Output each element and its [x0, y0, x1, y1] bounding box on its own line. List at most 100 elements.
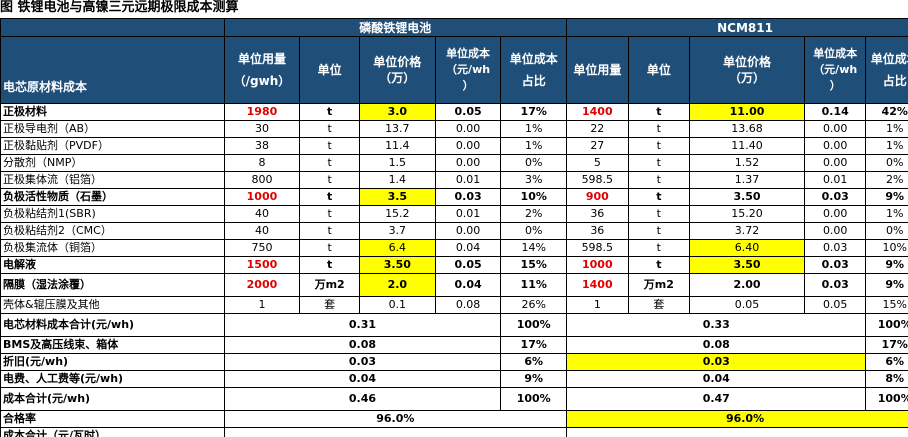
- lfp-unit: t: [299, 137, 360, 155]
- header-unit-usage: 单位用量 （/gwh）: [223, 36, 301, 104]
- ncm-price: 13.68: [689, 120, 805, 138]
- partial-lfp: [223, 427, 568, 437]
- ncm-summary-share: 100%: [865, 313, 908, 337]
- summary-name: 折旧(元/wh): [0, 353, 225, 371]
- lfp-usage: 750: [223, 239, 301, 257]
- ncm-price: 3.50: [689, 188, 805, 206]
- lfp-unit: t: [299, 256, 360, 274]
- lfp-usage: 8: [223, 154, 301, 172]
- row-name: 壳体&辊压膜及其他: [0, 296, 225, 314]
- lfp-unit: t: [299, 205, 360, 223]
- lfp-unit: t: [299, 222, 360, 240]
- row-name: 电解液: [0, 256, 225, 274]
- ncm-unit: t: [627, 256, 691, 274]
- lfp-usage: 38: [223, 137, 301, 155]
- ncm-price: 3.50: [689, 256, 805, 274]
- row-name: 正极黏贴剂（PVDF）: [0, 137, 225, 155]
- ncm-summary-value: 0.33: [566, 313, 867, 337]
- ncm-unit: t: [627, 120, 691, 138]
- header-cost-share: 单位成本 占比: [500, 36, 568, 104]
- ncm-summary-share: 17%: [865, 336, 908, 354]
- ncm-share: 1%: [865, 120, 908, 138]
- summary-row: 折旧(元/wh) 0.03 6% 0.03 6%: [0, 353, 908, 371]
- lfp-price: 15.2: [358, 205, 436, 223]
- ncm-share: 42%: [865, 103, 908, 121]
- header-unit: 单位: [299, 36, 360, 104]
- ncm-cost: 0.00: [803, 222, 867, 240]
- table-row: 正极黏贴剂（PVDF） 38 t 11.4 0.00 1% 27 t 11.40 0.00 1%: [0, 137, 908, 155]
- row-name: 分散剂（NMP）: [0, 154, 225, 172]
- ncm-share: 0%: [865, 222, 908, 240]
- lfp-summary-share: 9%: [500, 370, 568, 388]
- partial-row: 成本合计（元/瓦时）: [0, 427, 908, 437]
- lfp-summary-share: 100%: [500, 313, 568, 337]
- ncm-usage: 598.5: [566, 239, 629, 257]
- ncm-cost: 0.14: [803, 103, 867, 121]
- lfp-price: 1.4: [358, 171, 436, 189]
- summary-name: 电费、人工费等(元/wh): [0, 370, 225, 388]
- ncm-share: 9%: [865, 188, 908, 206]
- ncm-summary-share: 8%: [865, 370, 908, 388]
- ncm-share: 9%: [865, 273, 908, 297]
- lfp-price: 11.4: [358, 137, 436, 155]
- table-row: 隔膜（湿法涂覆） 2000 万m2 2.0 0.04 11% 1400 万m2 2.00 0.03…: [0, 273, 908, 297]
- lfp-share: 1%: [500, 120, 568, 138]
- header-unit-price: 单位价格 （万）: [358, 36, 436, 104]
- lfp-cost: 0.04: [434, 239, 502, 257]
- ncm-share: 1%: [865, 205, 908, 223]
- ncm-summary-value: 0.04: [566, 370, 867, 388]
- lfp-cost: 0.01: [434, 171, 502, 189]
- row-name: 负极活性物质（石墨）: [0, 188, 225, 206]
- lfp-usage: 30: [223, 120, 301, 138]
- row-name: 负极集流体（铜箔）: [0, 239, 225, 257]
- ncm-unit: t: [627, 154, 691, 172]
- ncm-usage: 598.5: [566, 171, 629, 189]
- ncm-unit: t: [627, 171, 691, 189]
- ncm-usage: 22: [566, 120, 629, 138]
- group-lfp: 磷酸铁锂电池: [223, 18, 568, 37]
- header-ncm-unit-usage: 单位用量: [566, 36, 629, 104]
- table-row: 正极材料 1980 t 3.0 0.05 17% 1400 t 11.00 0.14 42%: [0, 103, 908, 121]
- lfp-unit: t: [299, 103, 360, 121]
- lfp-price: 3.0: [358, 103, 436, 121]
- ncm-price: 1.52: [689, 154, 805, 172]
- ncm-usage: 27: [566, 137, 629, 155]
- header-row-label: 电芯原材料成本: [0, 36, 225, 104]
- lfp-unit: 套: [299, 296, 360, 314]
- table-row: 分散剂（NMP） 8 t 1.5 0.00 0% 5 t 1.52 0.00 0%: [0, 154, 908, 172]
- header-unit-cost: 单位成本 （元/wh）: [434, 36, 502, 104]
- lfp-price: 3.50: [358, 256, 436, 274]
- ncm-usage: 36: [566, 222, 629, 240]
- ncm-price: 0.05: [689, 296, 805, 314]
- row-name: 正极集体流（铝箔）: [0, 171, 225, 189]
- lfp-share: 2%: [500, 205, 568, 223]
- summary-row: BMS及高压线束、箱体 0.08 17% 0.08 17%: [0, 336, 908, 354]
- lfp-unit: t: [299, 171, 360, 189]
- lfp-summary-value: 0.04: [223, 370, 502, 388]
- lfp-cost: 0.05: [434, 256, 502, 274]
- ncm-share: 10%: [865, 239, 908, 257]
- lfp-price: 1.5: [358, 154, 436, 172]
- ncm-usage: 900: [566, 188, 629, 206]
- ncm-cost: 0.00: [803, 205, 867, 223]
- lfp-summary-value: 0.46: [223, 387, 502, 411]
- summary-name: 成本合计(元/wh): [0, 387, 225, 411]
- lfp-price: 6.4: [358, 239, 436, 257]
- yield-row: 合格率 96.0% 96.0%: [0, 410, 908, 428]
- lfp-summary-share: 100%: [500, 387, 568, 411]
- table-row: 负极活性物质（石墨） 1000 t 3.5 0.03 10% 900 t 3.50 0.03 9%: [0, 188, 908, 206]
- cost-table-container: 磷酸铁锂电池 NCM811 电芯原材料成本 单位用量 （/gwh） 单位 单位价格…: [0, 18, 908, 437]
- lfp-unit: 万m2: [299, 273, 360, 297]
- row-name: 负极粘结剂1(SBR): [0, 205, 225, 223]
- table-row: 负极粘结剂1(SBR) 40 t 15.2 0.01 2% 36 t 15.20 0.00 1%: [0, 205, 908, 223]
- ncm-yield: 96.0%: [566, 410, 908, 428]
- header-ncm-unit-price: 单位价格 （万）: [689, 36, 805, 104]
- table-row: 负极粘结剂2（CMC） 40 t 3.7 0.00 0% 36 t 3.72 0.00 0%: [0, 222, 908, 240]
- row-name: 隔膜（湿法涂覆）: [0, 273, 225, 297]
- lfp-cost: 0.00: [434, 154, 502, 172]
- lfp-cost: 0.08: [434, 296, 502, 314]
- table-row: 电解液 1500 t 3.50 0.05 15% 1000 t 3.50 0.03 9%: [0, 256, 908, 274]
- ncm-price: 11.00: [689, 103, 805, 121]
